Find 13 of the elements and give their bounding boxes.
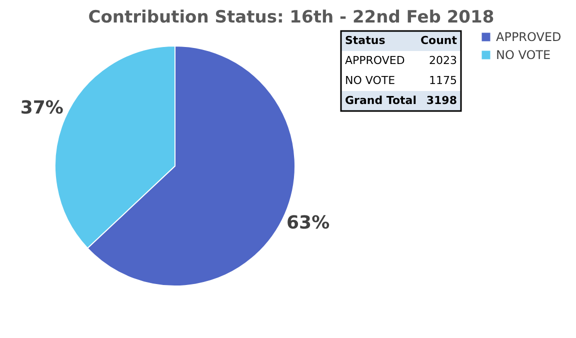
text: Status	[345, 34, 386, 47]
legend-label: NO VOTE	[496, 48, 551, 62]
text: 3198	[426, 94, 457, 107]
data-label: 2023	[429, 54, 457, 67]
category-label: NO VOTE	[345, 74, 396, 87]
category-label: APPROVED	[345, 54, 405, 67]
data-label: 63%	[286, 212, 330, 234]
text: Count	[420, 34, 457, 47]
legend-label: APPROVED	[496, 30, 562, 44]
data-label: 37%	[20, 97, 64, 118]
chart-title: Contribution Status: 16th - 22nd Feb 2018	[88, 7, 494, 28]
data-label: 1175	[429, 74, 457, 87]
text: Grand Total	[345, 94, 416, 107]
